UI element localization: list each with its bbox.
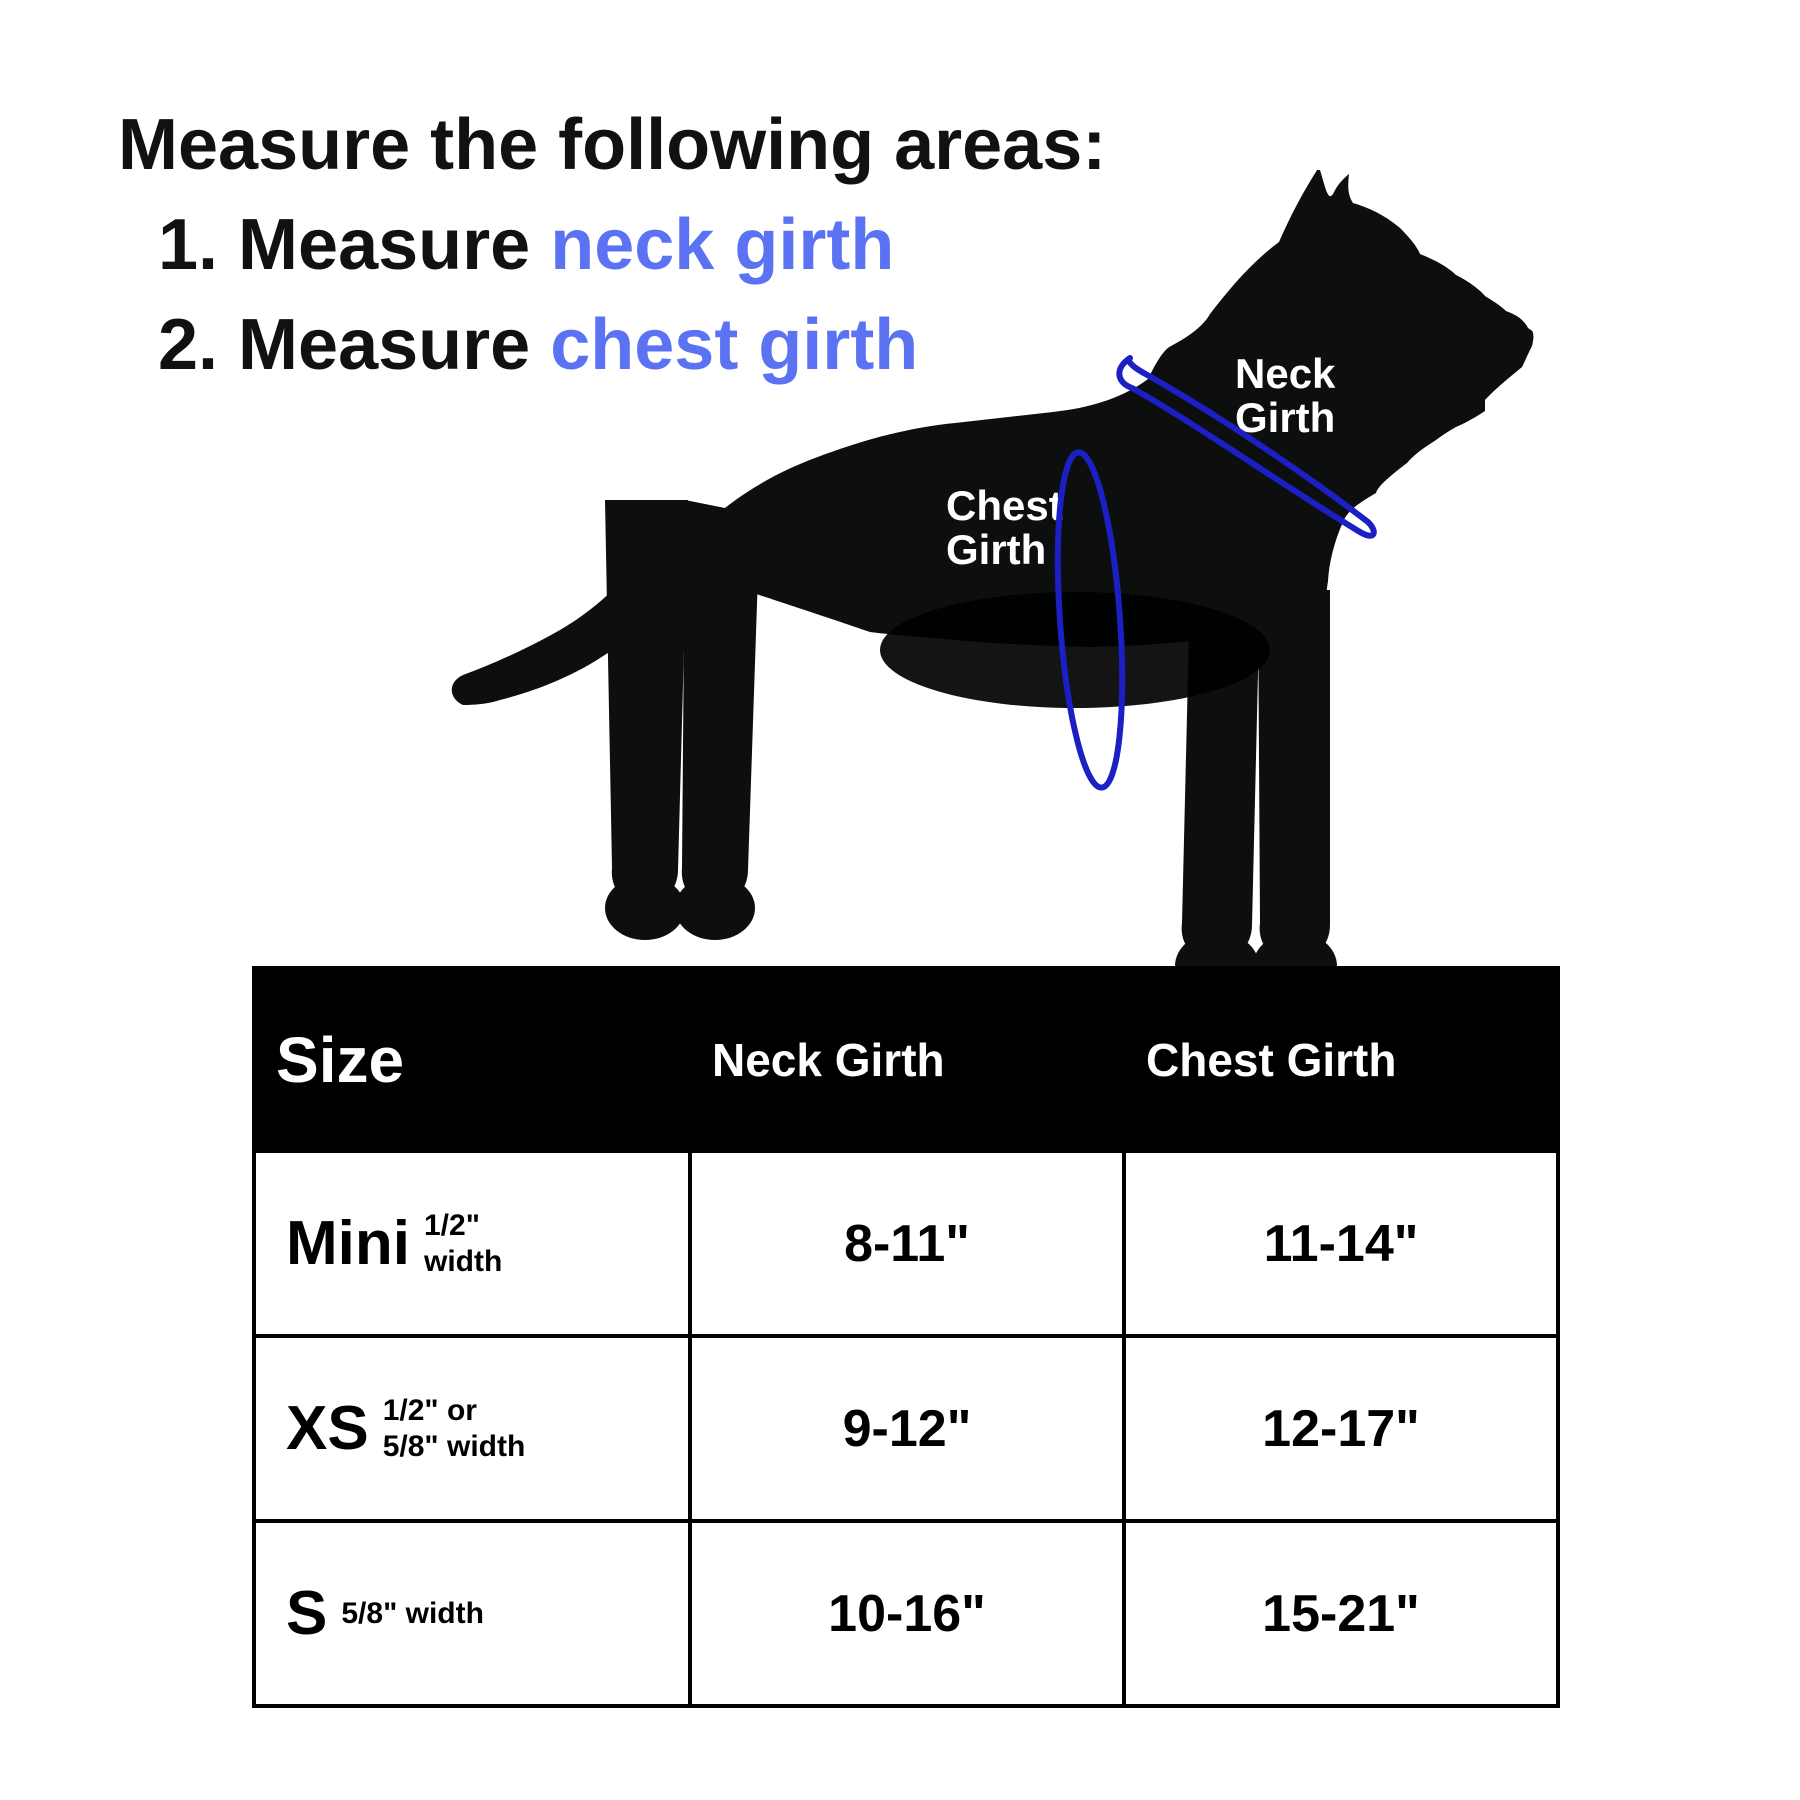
svg-text:Girth: Girth <box>946 526 1046 573</box>
svg-text:Girth: Girth <box>1235 394 1335 441</box>
svg-text:Neck: Neck <box>1235 350 1336 397</box>
svg-text:Chest: Chest <box>946 482 1063 529</box>
